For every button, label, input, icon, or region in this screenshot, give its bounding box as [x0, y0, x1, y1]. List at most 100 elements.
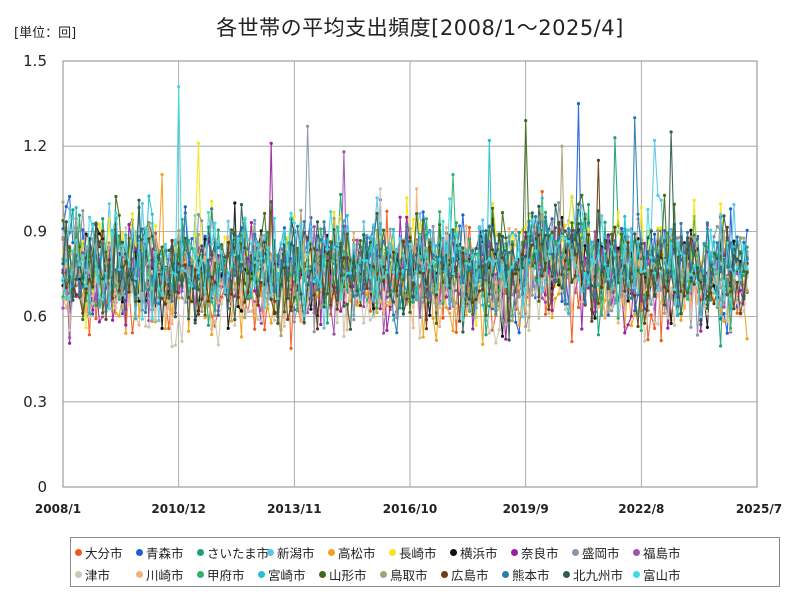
data-point [550, 217, 554, 221]
data-point [639, 242, 643, 246]
data-point [735, 311, 739, 315]
data-point [68, 336, 72, 340]
data-point [401, 254, 405, 258]
data-point [388, 254, 392, 258]
data-point [626, 228, 630, 232]
data-point [580, 240, 584, 245]
data-point [504, 337, 508, 341]
data-point [576, 270, 581, 274]
data-point [669, 227, 673, 232]
data-point [484, 278, 488, 283]
data-point [524, 119, 528, 123]
data-point [732, 202, 736, 207]
data-point [216, 313, 220, 317]
data-point [543, 293, 548, 297]
data-point [428, 241, 432, 245]
data-point [676, 280, 680, 284]
data-point [643, 269, 647, 273]
legend-item: 高松市 [328, 543, 389, 562]
data-point [306, 301, 310, 305]
data-point [553, 203, 558, 207]
data-point [424, 235, 429, 239]
data-point [530, 239, 534, 243]
data-point [474, 286, 478, 291]
data-point [567, 311, 571, 315]
data-point [325, 252, 329, 256]
legend-marker-icon [633, 548, 640, 556]
data-point [659, 301, 663, 305]
data-point [600, 285, 604, 290]
data-point [576, 222, 581, 226]
data-point [153, 235, 158, 239]
data-point [239, 309, 244, 313]
data-point [253, 283, 257, 287]
data-point [610, 306, 614, 310]
data-point [593, 285, 597, 289]
data-point [61, 262, 65, 266]
data-point [401, 240, 405, 244]
data-point [365, 293, 369, 297]
data-point [487, 299, 491, 303]
data-point [365, 301, 369, 305]
data-point [306, 124, 310, 128]
data-point [107, 306, 111, 310]
data-point [514, 267, 518, 271]
data-point [649, 229, 653, 233]
data-point [580, 236, 584, 240]
data-point [662, 239, 667, 243]
data-point [345, 288, 349, 292]
data-point [177, 270, 181, 275]
data-point [322, 276, 326, 280]
data-point [649, 269, 653, 273]
data-point [362, 287, 366, 291]
data-point [147, 194, 151, 198]
data-point [619, 297, 624, 301]
data-point [653, 271, 657, 275]
data-point [302, 320, 306, 325]
data-point [636, 212, 640, 216]
data-point [306, 236, 310, 240]
data-point [97, 303, 101, 307]
data-point [686, 294, 690, 298]
data-point [537, 316, 541, 320]
data-point [405, 225, 409, 229]
data-point [491, 285, 495, 289]
data-point [196, 312, 201, 316]
data-point [517, 331, 521, 335]
data-point [586, 280, 591, 284]
data-point [672, 290, 677, 294]
data-point [246, 247, 250, 251]
data-point [134, 317, 138, 321]
data-point [487, 257, 491, 261]
data-point [279, 334, 283, 338]
data-point [137, 241, 141, 245]
data-point [570, 340, 574, 344]
data-point [497, 288, 501, 292]
data-point [362, 258, 366, 262]
data-point [405, 297, 409, 301]
data-point [74, 238, 78, 242]
data-point [249, 295, 253, 299]
legend-item: 青森市 [136, 543, 197, 562]
data-point [107, 217, 111, 221]
data-point [91, 274, 95, 278]
data-point [107, 243, 111, 247]
data-point [474, 306, 478, 310]
data-point [500, 264, 505, 268]
data-point [233, 231, 237, 235]
legend-label: 川崎市 [146, 567, 184, 583]
data-point [71, 216, 75, 220]
data-point [421, 269, 425, 273]
data-point [203, 237, 207, 241]
data-point [719, 269, 723, 274]
data-point [619, 232, 624, 236]
data-point [454, 316, 458, 320]
data-point [722, 312, 726, 316]
data-point [540, 296, 544, 300]
data-point [689, 228, 693, 232]
legend-item: 山形市 [319, 565, 380, 584]
data-point [729, 283, 733, 287]
data-point [540, 274, 544, 278]
data-point [438, 257, 442, 261]
data-point [206, 299, 210, 303]
